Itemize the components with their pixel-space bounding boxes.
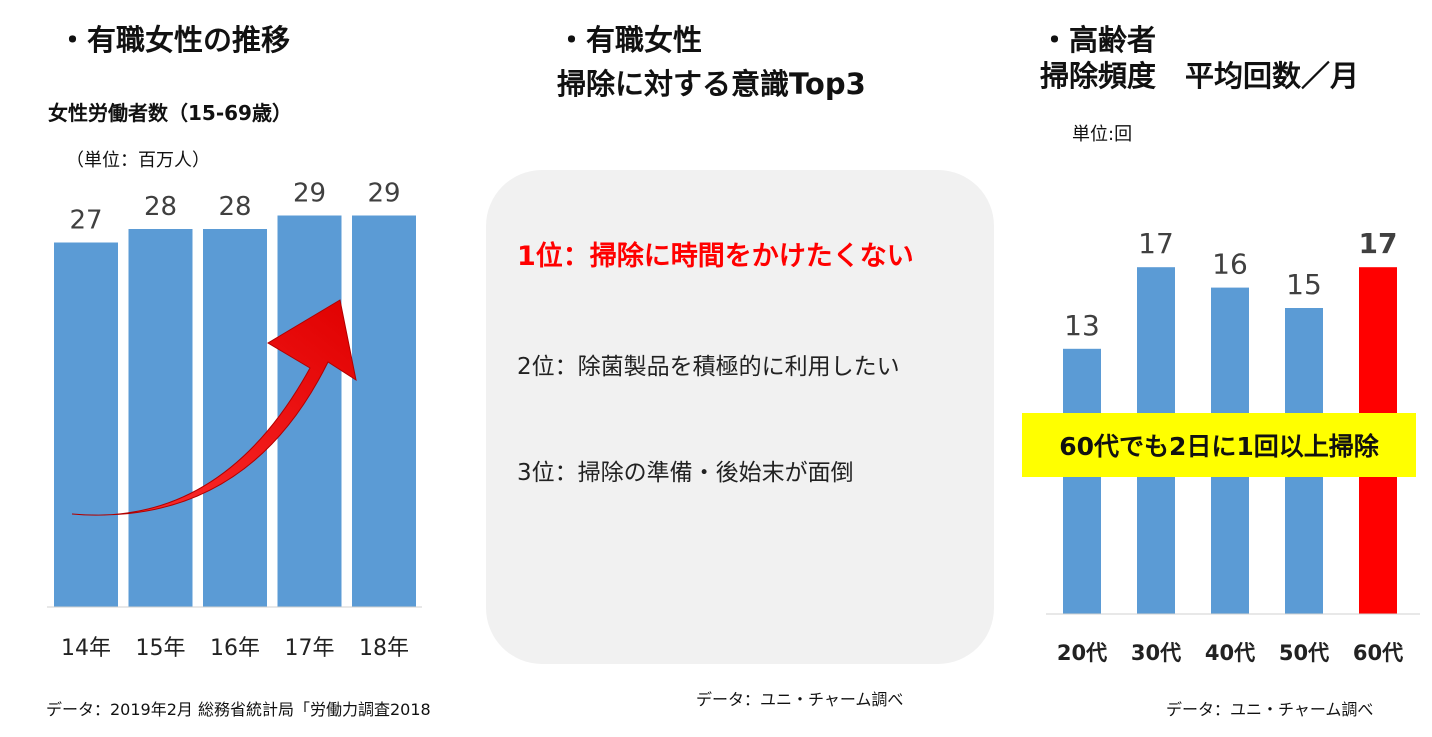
frequency-tick-label: 50代	[1279, 641, 1329, 665]
workforce-tick-label: 14年	[61, 636, 111, 661]
workforce-tick-label: 16年	[210, 636, 260, 661]
right-heading-line2: 掃除頻度 平均回数／月	[1040, 59, 1360, 93]
frequency-data-label: 17	[1138, 227, 1174, 260]
frequency-data-label: 13	[1064, 309, 1100, 342]
workforce-data-label: 27	[69, 206, 102, 236]
frequency-tick-label: 20代	[1057, 641, 1107, 665]
frequency-bar	[1063, 348, 1101, 614]
workforce-tick-label: 15年	[136, 636, 186, 661]
rank-3: 3位：掃除の準備・後始末が面倒	[517, 460, 854, 486]
workforce-bar	[352, 215, 416, 607]
frequency-tick-label: 40代	[1205, 641, 1255, 665]
frequency-data-label: 16	[1212, 248, 1248, 281]
workforce-bar	[54, 242, 118, 607]
left-unit: （単位：百万人）	[66, 150, 210, 171]
left-subtitle: 女性労働者数（15-69歳）	[48, 101, 292, 125]
rank-2: 2位：除菌製品を積極的に利用したい	[517, 354, 900, 380]
left-source: データ：2019年2月 総務省統計局「労働力調査2018	[46, 700, 431, 719]
frequency-tick-label: 60代	[1353, 641, 1403, 665]
rank-1: 1位：掃除に時間をかけたくない	[517, 241, 914, 272]
frequency-tick-label: 30代	[1131, 641, 1181, 665]
workforce-data-label: 28	[144, 192, 177, 222]
middle-heading-line1: ・有職女性	[557, 23, 703, 57]
workforce-bar	[128, 229, 193, 607]
ranking-panel	[486, 170, 994, 664]
highlight-banner: 60代でも2日に1回以上掃除	[1022, 413, 1416, 477]
workforce-tick-label: 17年	[285, 636, 335, 661]
workforce-data-label: 29	[367, 179, 400, 209]
workforce-tick-label: 18年	[359, 636, 409, 661]
middle-source: データ：ユニ・チャーム調べ	[696, 690, 904, 709]
right-heading-line1: ・高齢者	[1040, 23, 1157, 57]
workforce-data-label: 29	[293, 179, 326, 209]
left-heading: ・有職女性の推移	[58, 23, 291, 57]
workforce-data-label: 28	[218, 192, 251, 222]
workforce-bar	[203, 229, 267, 607]
middle-heading-line2: 掃除に対する意識Top3	[557, 67, 866, 101]
frequency-data-label: 17	[1359, 227, 1398, 260]
right-source: データ：ユニ・チャーム調べ	[1166, 700, 1374, 719]
right-unit: 単位:回	[1072, 124, 1133, 145]
trend-arrow-icon	[71, 299, 357, 516]
frequency-data-label: 15	[1286, 268, 1322, 301]
